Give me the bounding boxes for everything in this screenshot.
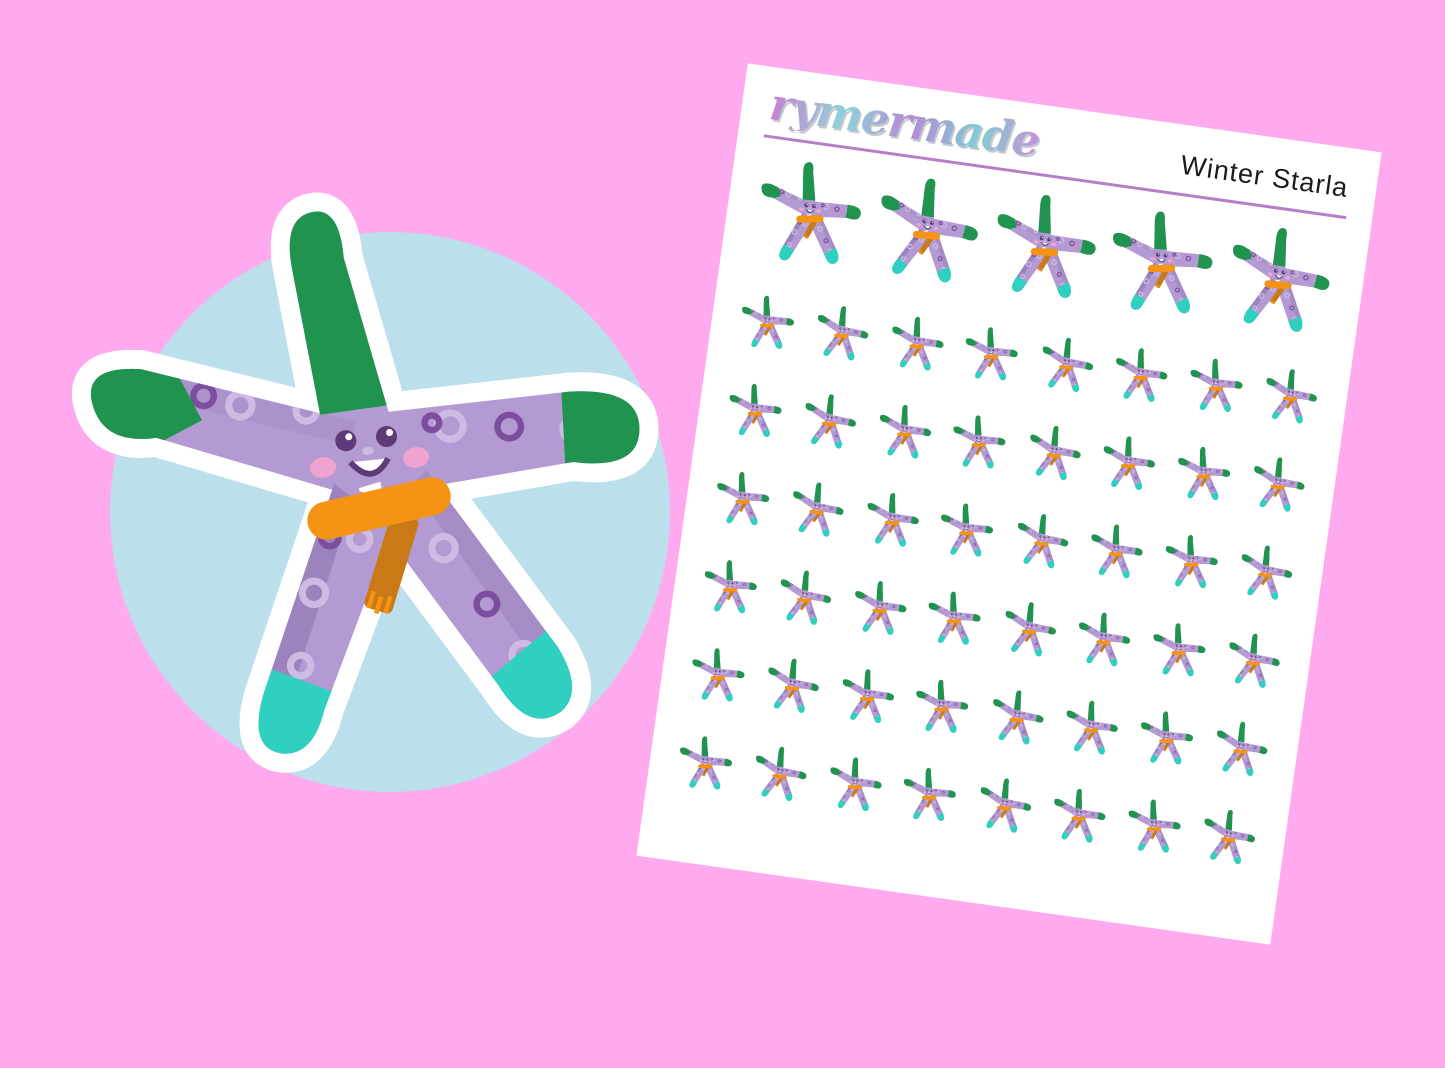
starfish-sticker [1159, 531, 1223, 596]
hero-starfish-sticker [30, 145, 730, 845]
starfish-sticker [1171, 443, 1235, 508]
starfish-sticker [1212, 215, 1345, 349]
starfish-sticker [861, 166, 994, 300]
starfish-sticker [884, 311, 951, 379]
starfish-sticker [736, 292, 800, 357]
starfish-sticker [1206, 715, 1276, 785]
starfish-sticker [1070, 607, 1137, 675]
starfish-sticker [674, 732, 738, 797]
starfish-sticker [1019, 419, 1089, 489]
starfish-sticker [723, 380, 787, 445]
starfish-sticker [1100, 204, 1223, 328]
starfish-sticker [834, 664, 901, 732]
starfish-sticker [1046, 783, 1113, 851]
starfish-sticker [1108, 343, 1175, 411]
sheet-title: Winter Starla [1178, 149, 1351, 203]
starfish-sticker [1256, 362, 1326, 432]
starfish-sticker [846, 576, 913, 644]
starfish-sticker [960, 323, 1024, 388]
starfish-sticker [935, 499, 999, 564]
starfish-sticker [698, 556, 762, 621]
starfish-sticker [871, 399, 938, 467]
starfish-sticker [770, 564, 840, 634]
starfish-sticker [910, 676, 974, 741]
starfish-sticker [1058, 695, 1125, 763]
starfish-sticker [822, 752, 889, 820]
sticker-grid [672, 151, 1344, 873]
starfish-sticker [982, 683, 1052, 753]
starfish-sticker [711, 468, 775, 533]
starfish-sticker [1122, 795, 1186, 860]
starfish-sticker [981, 185, 1109, 314]
starfish-sticker [749, 155, 872, 279]
brand-logo: rymermade [766, 79, 1043, 168]
starfish-sticker [1095, 431, 1162, 499]
starfish-sticker [970, 772, 1040, 842]
starfish-sticker [947, 411, 1011, 476]
starfish-sticker [758, 652, 828, 722]
starfish-sticker [1243, 451, 1313, 521]
starfish-sticker [1218, 627, 1288, 697]
starfish-sticker [1231, 539, 1301, 609]
starfish-sticker [1007, 507, 1077, 577]
starfish-sticker [994, 595, 1064, 665]
starfish-sticker [1194, 803, 1264, 873]
starfish-sticker [1134, 707, 1198, 772]
starfish-sticker [783, 476, 853, 546]
starfish-sticker [746, 740, 816, 810]
starfish-sticker [898, 764, 962, 829]
sticker-sheet: rymermade Winter Starla [636, 63, 1382, 945]
starfish-sticker [1184, 355, 1248, 420]
starfish-sticker [1083, 519, 1150, 587]
starfish-sticker [859, 487, 926, 555]
starfish-sticker [795, 388, 865, 458]
starfish-sticker [1147, 619, 1211, 684]
starfish-sticker [808, 299, 878, 369]
starfish-sticker [686, 644, 750, 709]
starfish-sticker [1032, 331, 1102, 401]
starfish-sticker [923, 588, 987, 653]
